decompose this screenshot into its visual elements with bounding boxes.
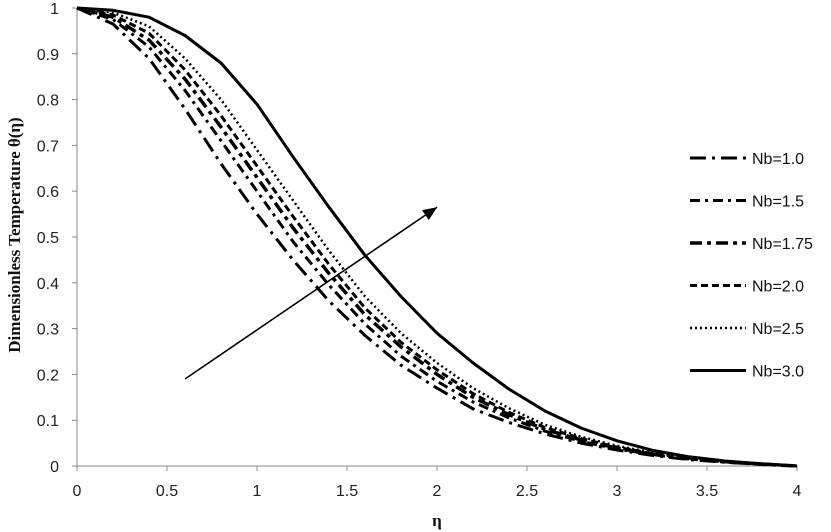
x-tick-label: 1	[253, 483, 262, 500]
trend-arrow-head	[422, 207, 437, 221]
x-tick-label: 2	[433, 483, 442, 500]
series-layer	[76, 6, 798, 468]
y-tick-label: 1	[50, 1, 59, 18]
legend-label: Nb=2.0	[752, 279, 804, 296]
y-tick-label: 0.9	[37, 47, 59, 64]
y-tick-label: 0.6	[37, 184, 59, 201]
y-tick-label: 0	[50, 459, 59, 476]
y-tick-label: 0.5	[37, 230, 59, 247]
x-tick-label: 0.5	[156, 483, 178, 500]
legend-label: Nb=1.75	[752, 236, 813, 253]
legend-label: Nb=1.0	[752, 151, 804, 168]
y-axis-title: Dimensionless Temperature θ(η)	[5, 117, 24, 352]
y-axis-ticks: 0 0.1 0.2 0.3 0.4 0.5 0.6 0.7 0.8 0.9 1	[37, 1, 77, 476]
legend: Nb=1.0 Nb=1.5 Nb=1.75 Nb=2.0 Nb=2.5 Nb=3.0	[690, 151, 813, 381]
x-tick-label: 3.5	[696, 483, 718, 500]
x-tick-label: 3	[613, 483, 622, 500]
x-tick-label: 1.5	[336, 483, 358, 500]
legend-label: Nb=2.5	[752, 321, 804, 338]
legend-label: Nb=3.0	[752, 364, 804, 381]
series-line-4	[76, 6, 798, 468]
series-line-1	[76, 6, 798, 468]
x-tick-label: 0	[73, 483, 82, 500]
y-tick-label: 0.8	[37, 93, 59, 110]
y-tick-label: 0.7	[37, 138, 59, 155]
x-axis-ticks: 0 0.5 1 1.5 2 2.5 3 3.5 4	[73, 466, 802, 500]
x-axis-title: η	[432, 511, 442, 530]
y-tick-label: 0.3	[37, 322, 59, 339]
series-line-6	[76, 6, 798, 468]
trend-arrow-shaft	[184, 206, 438, 380]
y-tick-label: 0.1	[37, 413, 59, 430]
series-line-3	[76, 6, 798, 468]
x-tick-label: 4	[793, 483, 802, 500]
y-tick-label: 0.2	[37, 367, 59, 384]
x-tick-label: 2.5	[516, 483, 538, 500]
y-tick-label: 0.4	[37, 276, 59, 293]
legend-label: Nb=1.5	[752, 194, 804, 211]
